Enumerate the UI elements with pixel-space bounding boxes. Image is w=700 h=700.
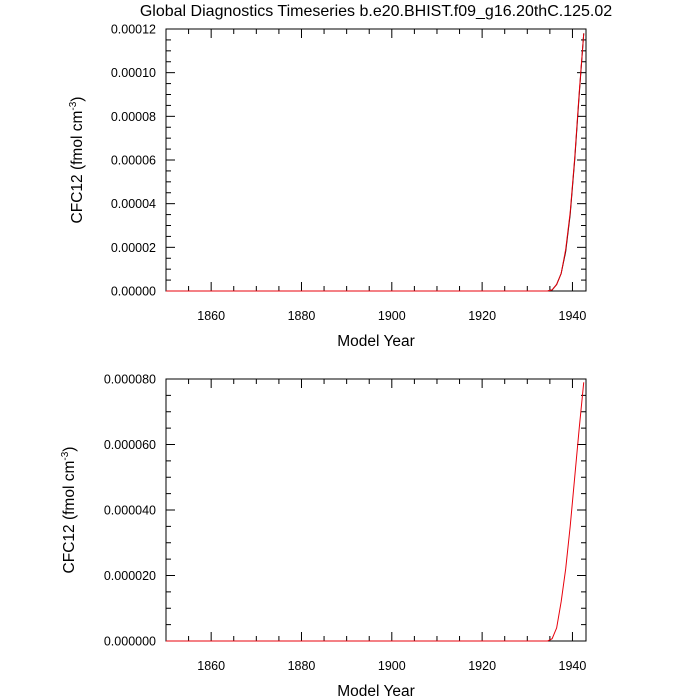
y-axis-title: CFC12 (fmol cm-3) <box>68 97 86 224</box>
plot-top: 1860 1880 1900 1920 1940 0.00000 0.00002 0.0000… <box>68 23 587 350</box>
y-tick-label: 0.000020 <box>104 569 156 583</box>
x-tick-label: 1920 <box>468 659 496 673</box>
x-axis-title: Model Year <box>337 333 415 350</box>
x-tick-label: 1900 <box>378 309 406 323</box>
y-tick-label: 0.00002 <box>111 241 156 255</box>
x-tick-label: 1940 <box>559 659 587 673</box>
y-tick-label: 0.000060 <box>104 438 156 452</box>
y-tick-label: 0.00008 <box>111 110 156 124</box>
series-line <box>166 33 585 292</box>
y-tick-label: 0.00000 <box>111 285 156 299</box>
plot-frame <box>165 378 587 642</box>
chart-title: Global Diagnostics Timeseries b.e20.BHIS… <box>140 3 612 20</box>
x-tick-label: 1860 <box>197 659 225 673</box>
y-tick-label: 0.00012 <box>111 23 156 37</box>
series-line <box>166 382 585 642</box>
x-tick-label: 1880 <box>288 309 316 323</box>
y-tick-label: 0.00004 <box>111 197 156 211</box>
x-tick-label: 1880 <box>288 659 316 673</box>
x-axis-title: Model Year <box>337 683 415 700</box>
x-tick-label: 1920 <box>468 309 496 323</box>
y-tick-label: 0.000040 <box>104 504 156 518</box>
series-line <box>166 33 585 292</box>
y-tick-label: 0.000000 <box>104 635 156 649</box>
plot-frame <box>165 28 587 292</box>
x-tick-label: 1900 <box>378 659 406 673</box>
y-axis-title: CFC12 (fmol cm-3) <box>60 447 78 574</box>
plot-bottom: 1860 1880 1900 1920 1940 0.000000 0.000020 0.00… <box>60 373 587 700</box>
x-tick-label: 1860 <box>197 309 225 323</box>
y-tick-label: 0.000080 <box>104 373 156 387</box>
y-tick-label: 0.00010 <box>111 66 156 80</box>
x-tick-label: 1940 <box>559 309 587 323</box>
y-tick-label: 0.00006 <box>111 154 156 168</box>
